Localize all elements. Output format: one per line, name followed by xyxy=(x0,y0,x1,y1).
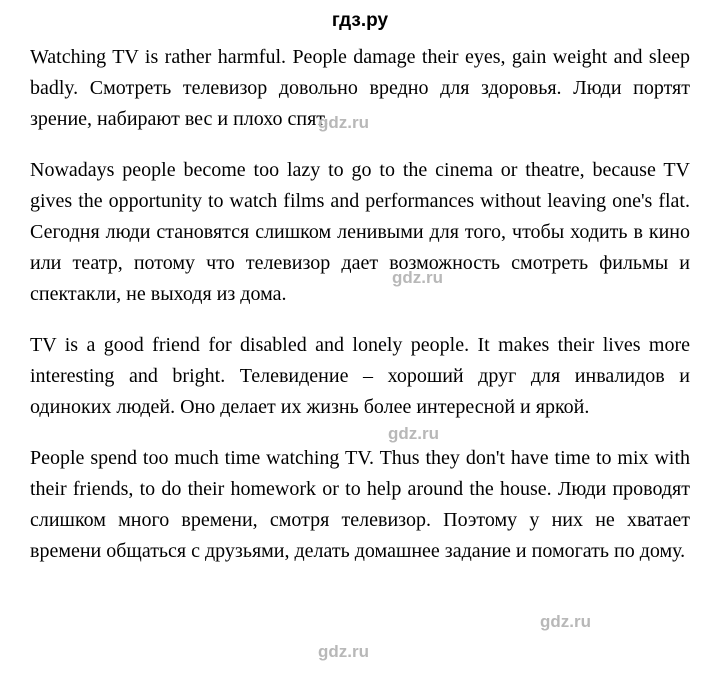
watermark-3: gdz.ru xyxy=(388,424,439,444)
watermark-4: gdz.ru xyxy=(540,612,591,632)
paragraph-4: People spend too much time watching TV. … xyxy=(30,443,690,567)
paragraph-3: TV is a good friend for disabled and lon… xyxy=(30,330,690,423)
paragraph-1: Watching TV is rather harmful. People da… xyxy=(30,42,690,135)
watermark-5: gdz.ru xyxy=(318,642,369,662)
page-header: гдз.ру xyxy=(30,10,690,32)
paragraph-2: Nowadays people become too lazy to go to… xyxy=(30,155,690,310)
